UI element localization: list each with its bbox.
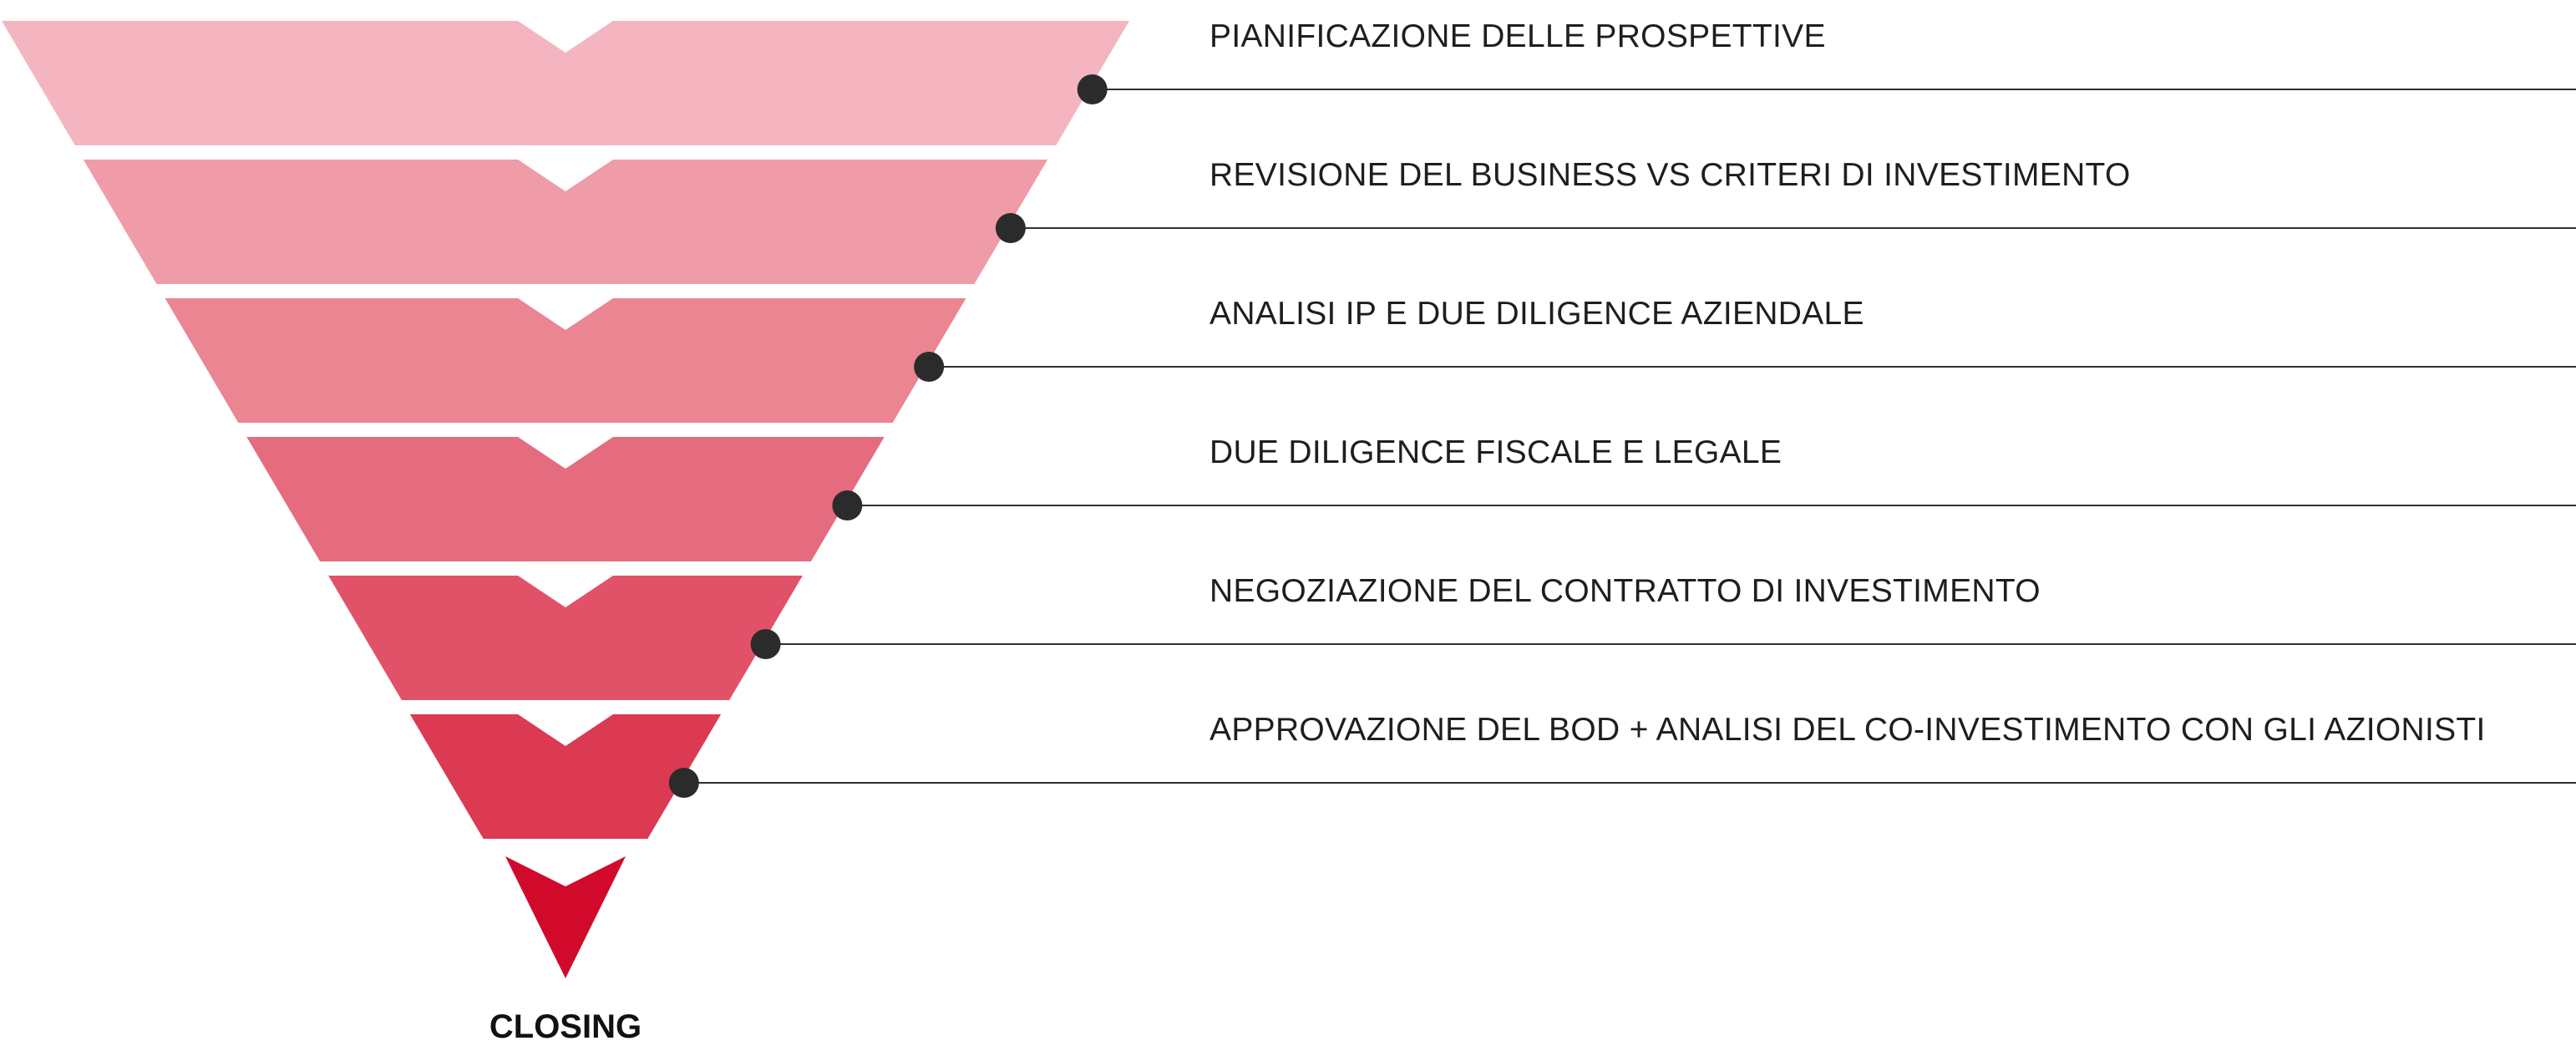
funnel-step-5	[328, 576, 803, 700]
leader-dot-2	[995, 213, 1026, 243]
step-label-1: PIANIFICAZIONE DELLE PROSPETTIVE	[1209, 18, 1826, 54]
closing-label: CLOSING	[489, 1008, 641, 1045]
step-label-3: ANALISI IP E DUE DILIGENCE AZIENDALE	[1209, 296, 1864, 332]
leader-dot-3	[914, 352, 945, 382]
funnel-step-4	[246, 437, 885, 561]
funnel-leaders	[668, 74, 2576, 798]
step-label-6: APPROVAZIONE DEL BOD + ANALISI DEL CO-IN…	[1209, 712, 2486, 748]
step-label-5: NEGOZIAZIONE DEL CONTRATTO DI INVESTIMEN…	[1209, 573, 2041, 609]
funnel-step-6	[409, 714, 722, 839]
leader-dot-4	[832, 490, 863, 520]
step-label-4: DUE DILIGENCE FISCALE E LEGALE	[1209, 434, 1782, 470]
funnel-step-2	[83, 160, 1048, 284]
leader-dot-6	[668, 768, 699, 798]
funnel-step-3	[165, 298, 966, 423]
step-label-2: REVISIONE DEL BUSINESS VS CRITERI DI INV…	[1209, 157, 2131, 193]
funnel-labels: PIANIFICAZIONE DELLE PROSPETTIVE REVISION…	[1209, 18, 2486, 748]
funnel-steps	[2, 21, 1129, 839]
leader-dot-1	[1077, 74, 1108, 104]
leader-dot-5	[750, 629, 781, 659]
funnel-step-1	[2, 21, 1129, 145]
closing-marker	[505, 856, 626, 978]
